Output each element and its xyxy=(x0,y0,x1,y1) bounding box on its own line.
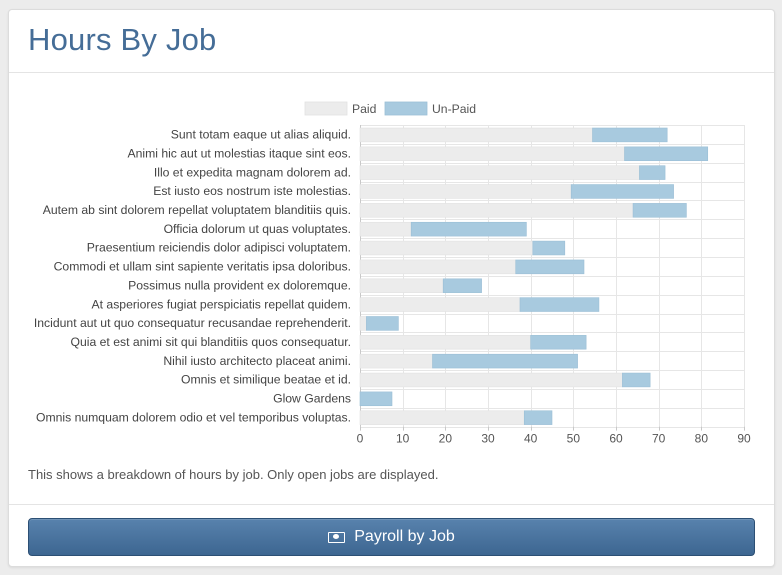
panel-header: Hours By Job xyxy=(9,10,774,73)
x-tick-label: 50 xyxy=(567,432,581,446)
payroll-by-job-label: Payroll by Job xyxy=(354,528,455,545)
bar-un-paid-12[interactable] xyxy=(432,353,578,369)
bar-un-paid-2[interactable] xyxy=(639,165,666,180)
bar-un-paid-0[interactable] xyxy=(592,127,668,143)
bar-un-paid-15[interactable] xyxy=(523,410,553,425)
bar-paid-12[interactable] xyxy=(359,353,433,369)
bar-un-paid-13[interactable] xyxy=(622,372,651,388)
category-label: Illo et expedita magnam dolorem ad. xyxy=(154,165,351,179)
category-label: Nihil iusto architecto placeat animi. xyxy=(163,354,351,368)
category-label: Omnis numquam dolorem odio et vel tempor… xyxy=(36,410,351,424)
bar-paid-6[interactable] xyxy=(359,240,534,256)
category-label: Sunt totam eaque ut alias aliquid. xyxy=(171,128,351,142)
category-label: Autem ab sint dolorem repellat voluptate… xyxy=(43,203,351,217)
chart-legend[interactable]: Paid Un-Paid xyxy=(304,101,476,116)
bar-paid-3[interactable] xyxy=(359,184,572,199)
bar-paid-4[interactable] xyxy=(359,203,634,218)
legend-swatch-un-paid xyxy=(384,101,428,116)
legend-swatch-paid xyxy=(304,101,348,116)
bar-un-paid-1[interactable] xyxy=(624,146,709,162)
bar-un-paid-10[interactable] xyxy=(366,316,399,331)
category-label: Possimus nulla provident ex doloremque. xyxy=(128,278,351,292)
bar-paid-11[interactable] xyxy=(359,335,531,350)
x-tick-label: 40 xyxy=(524,432,538,446)
category-label: Praesentium reiciendis dolor adipisci vo… xyxy=(87,241,351,255)
bar-un-paid-4[interactable] xyxy=(632,203,687,218)
x-tick-label: 90 xyxy=(737,432,751,446)
x-tick-label: 10 xyxy=(396,432,410,446)
category-label: Quia et est animi sit qui blanditiis quo… xyxy=(71,335,351,349)
bar-paid-9[interactable] xyxy=(359,297,521,312)
panel-footer: Payroll by Job xyxy=(9,504,774,567)
x-axis-ticks: 0 10 20 30 40 50 60 70 80 90 xyxy=(357,426,751,446)
bar-paid-0[interactable] xyxy=(359,127,593,143)
hours-by-job-chart: Sunt totam eaque ut alias aliquid. Animi … xyxy=(34,101,751,446)
category-label: Officia dolorum ut quas voluptates. xyxy=(164,222,351,236)
chart-bars xyxy=(359,127,709,425)
bar-paid-15[interactable] xyxy=(359,410,525,425)
x-tick-label: 0 xyxy=(357,432,364,446)
page-title: Hours By Job xyxy=(28,22,217,57)
bar-paid-7[interactable] xyxy=(359,259,517,275)
bar-un-paid-14[interactable] xyxy=(359,391,393,407)
category-label: Commodi et ullam sint sapiente veritatis… xyxy=(54,260,351,274)
bar-paid-1[interactable] xyxy=(359,146,625,162)
x-tick-label: 60 xyxy=(609,432,623,446)
bar-un-paid-8[interactable] xyxy=(442,278,482,293)
x-tick-label: 70 xyxy=(652,432,666,446)
payroll-by-job-button[interactable]: Payroll by Job xyxy=(28,518,755,556)
bar-un-paid-6[interactable] xyxy=(532,240,566,256)
bar-un-paid-7[interactable] xyxy=(515,259,585,275)
bar-paid-2[interactable] xyxy=(359,165,640,180)
category-label: Glow Gardens xyxy=(273,392,351,406)
hours-by-job-panel: Hours By Job Sunt totam eaque ut alias a… xyxy=(8,9,775,567)
bar-paid-8[interactable] xyxy=(359,278,444,293)
category-label: Omnis et similique beatae et id. xyxy=(181,373,351,387)
legend-label-un-paid[interactable]: Un-Paid xyxy=(432,102,476,116)
bar-paid-13[interactable] xyxy=(359,372,623,388)
bar-un-paid-3[interactable] xyxy=(570,184,674,199)
x-tick-label: 20 xyxy=(439,432,453,446)
bar-un-paid-11[interactable] xyxy=(530,335,587,350)
category-labels: Sunt totam eaque ut alias aliquid. Animi … xyxy=(34,128,351,425)
x-tick-label: 80 xyxy=(695,432,709,446)
category-label: Est iusto eos nostrum iste molestias. xyxy=(153,184,351,198)
category-label: Incidunt aut ut quo consequatur recusand… xyxy=(34,316,351,330)
bar-paid-5[interactable] xyxy=(359,221,412,237)
money-icon xyxy=(328,531,346,543)
bar-un-paid-5[interactable] xyxy=(410,221,527,237)
legend-label-paid[interactable]: Paid xyxy=(352,102,376,116)
bar-paid-10[interactable] xyxy=(359,316,367,331)
bar-un-paid-9[interactable] xyxy=(519,297,600,312)
chart-note: This shows a breakdown of hours by job. … xyxy=(28,467,439,482)
category-label: At asperiores fugiat perspiciatis repell… xyxy=(92,297,351,311)
x-tick-label: 30 xyxy=(481,432,495,446)
category-label: Animi hic aut ut molestias itaque sint e… xyxy=(127,146,351,160)
